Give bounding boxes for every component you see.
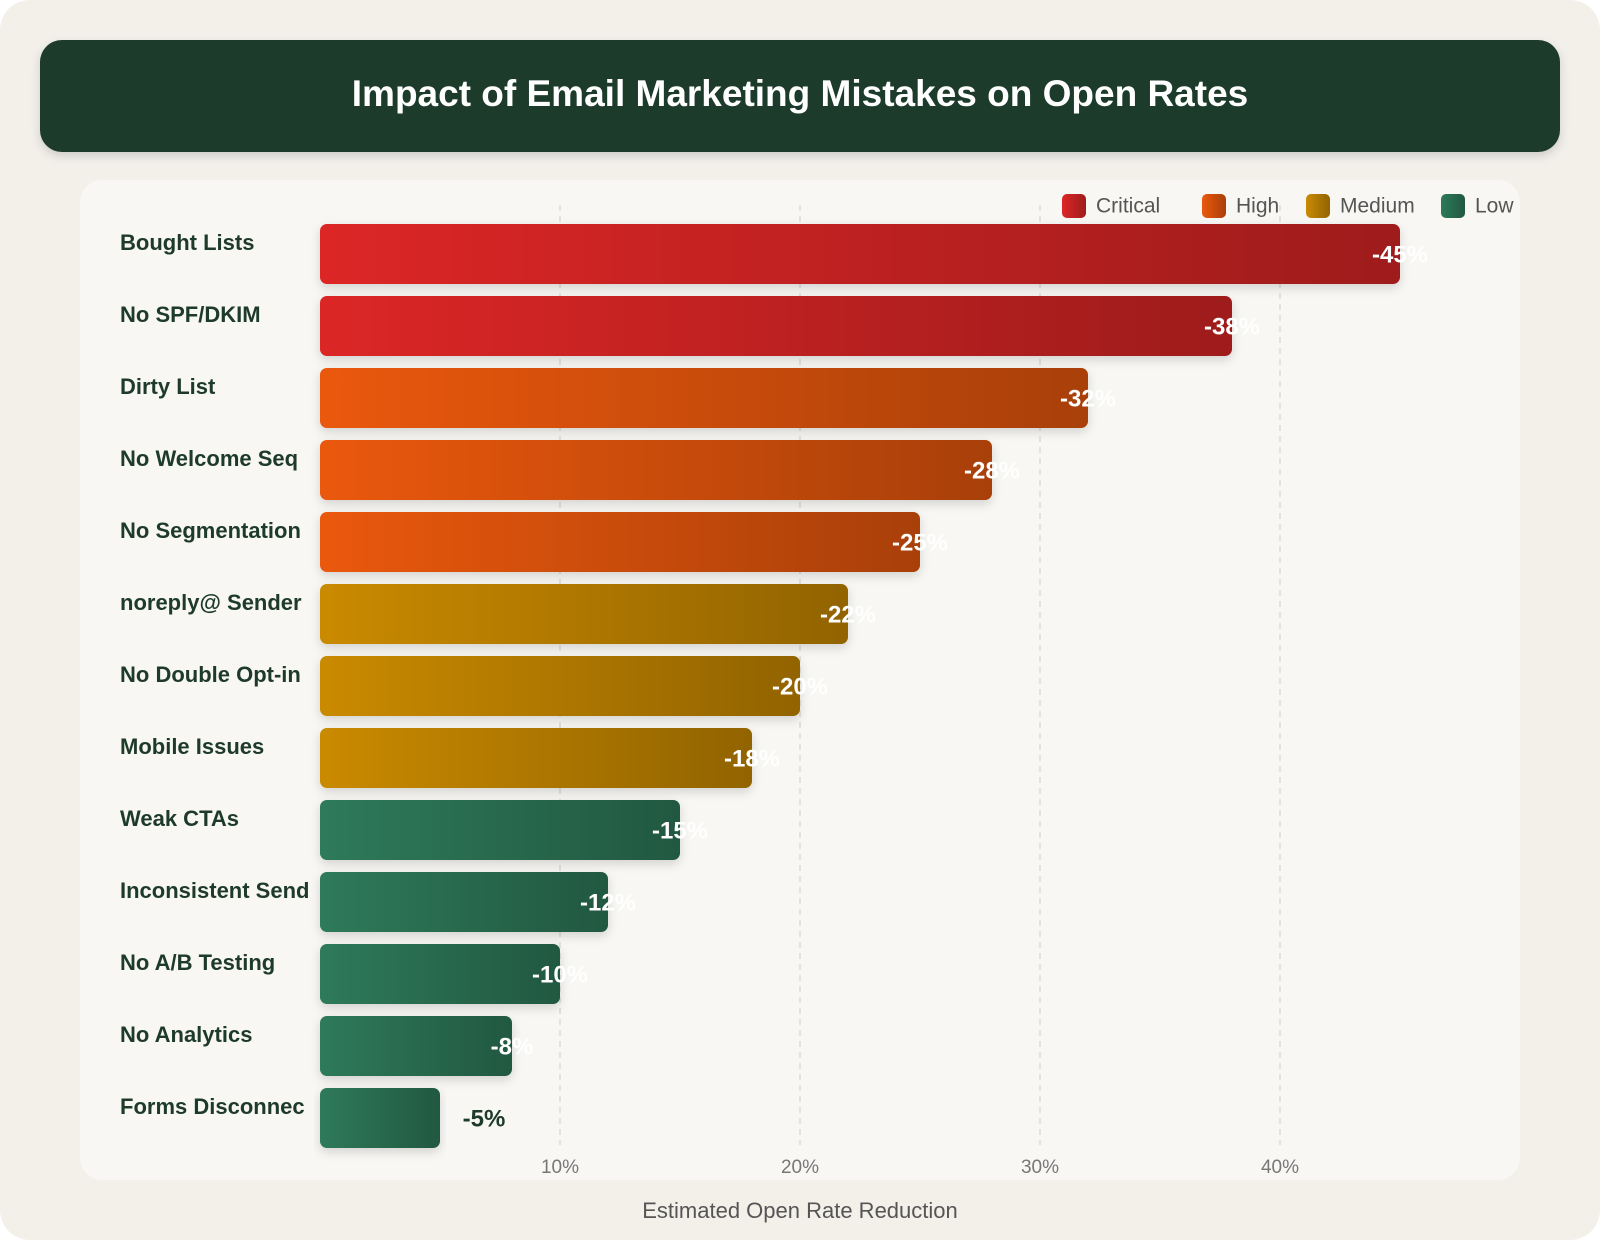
legend-label: Medium	[1340, 195, 1415, 218]
label-group: Bought Lists No SPF/DKIM Dirty List No Welc…	[120, 230, 309, 1119]
x-axis-title: Estimated Open Rate Reduction	[642, 1198, 958, 1223]
data-label: -32%	[1060, 385, 1116, 412]
y-tick-label: Weak CTAs	[120, 806, 239, 831]
y-tick-label: No A/B Testing	[120, 950, 275, 975]
data-label: -5%	[463, 1105, 506, 1132]
bar-shade	[320, 1088, 440, 1148]
bar-shade	[320, 584, 848, 644]
y-tick-label: Forms Disconnec	[120, 1094, 305, 1119]
bar-shade	[320, 728, 752, 788]
data-label: -28%	[964, 457, 1020, 484]
y-tick-label: Inconsistent Send	[120, 878, 309, 903]
bar-shade	[320, 872, 608, 932]
y-tick-label: No Segmentation	[120, 518, 301, 543]
y-tick-label: Mobile Issues	[120, 734, 264, 759]
y-tick-label: No Double Opt-in	[120, 662, 301, 687]
x-tick-label: 10%	[541, 1157, 579, 1178]
legend-swatch-shade	[1306, 194, 1330, 218]
legend-label: Critical	[1096, 195, 1160, 218]
bar-shade	[320, 440, 992, 500]
x-tick-label: 40%	[1261, 1157, 1299, 1178]
legend-swatch-shade	[1062, 194, 1086, 218]
bar-shade	[320, 512, 920, 572]
bar-shade	[320, 1016, 512, 1076]
legend-swatch-shade	[1441, 194, 1465, 218]
data-label: -15%	[652, 817, 708, 844]
data-label: -18%	[724, 745, 780, 772]
y-tick-label: Bought Lists	[120, 230, 254, 255]
y-tick-label: Dirty List	[120, 374, 216, 399]
x-tick-label: 20%	[781, 1157, 819, 1178]
legend-swatch-shade	[1202, 194, 1226, 218]
data-label: -38%	[1204, 313, 1260, 340]
data-label: -8%	[491, 1033, 534, 1060]
bar-shade	[320, 800, 680, 860]
chart-title: Impact of Email Marketing Mistakes on Op…	[352, 73, 1248, 114]
y-tick-label: No Welcome Seq	[120, 446, 298, 471]
y-tick-label: No SPF/DKIM	[120, 302, 261, 327]
data-label: -20%	[772, 673, 828, 700]
data-label: -45%	[1372, 241, 1428, 268]
legend-label: Low	[1475, 195, 1514, 218]
x-tick-label: 30%	[1021, 1157, 1059, 1178]
data-label: -12%	[580, 889, 636, 916]
bar-shade	[320, 296, 1232, 356]
bar-shade	[320, 944, 560, 1004]
bar-shade	[320, 368, 1088, 428]
bar-shade	[320, 656, 800, 716]
header	[40, 40, 1560, 152]
bar-shade	[320, 224, 1400, 284]
y-tick-label: No Analytics	[120, 1022, 252, 1047]
legend-label: High	[1236, 195, 1279, 218]
data-label: -22%	[820, 601, 876, 628]
data-label: -10%	[532, 961, 588, 988]
y-tick-label: noreply@ Sender	[120, 590, 302, 615]
data-label: -25%	[892, 529, 948, 556]
